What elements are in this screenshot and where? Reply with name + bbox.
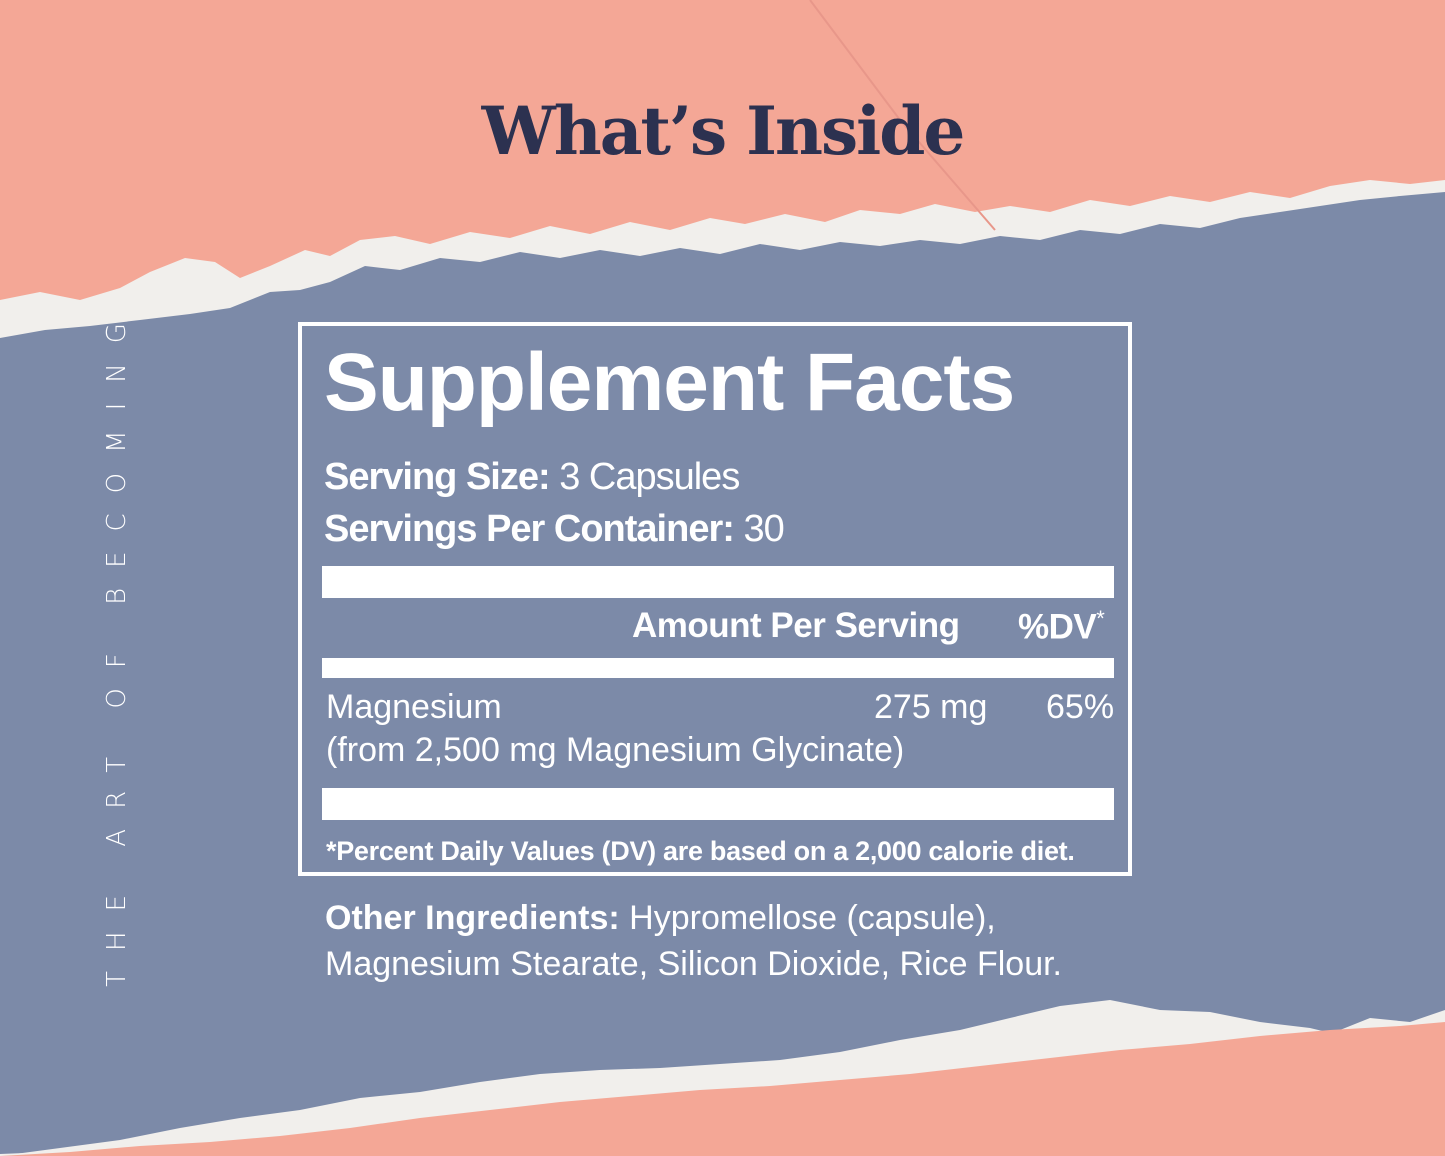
page-heading: What’s Inside bbox=[481, 92, 966, 170]
serving-size-label: Serving Size: bbox=[324, 456, 551, 498]
servings-per-container-label: Servings Per Container: bbox=[324, 508, 735, 550]
supplement-facts-panel: Supplement Facts Serving Size: 3 Capsule… bbox=[298, 322, 1132, 876]
column-dv-header: %DV* bbox=[1018, 606, 1105, 648]
other-ingredients: Other Ingredients: Hypromellose (capsule… bbox=[325, 895, 1105, 987]
divider-bar-bottom bbox=[322, 788, 1114, 820]
nutrient-amount: 275 mg bbox=[874, 688, 988, 726]
nutrient-source: (from 2,500 mg Magnesium Glycinate) bbox=[326, 731, 905, 769]
servings-per-container-line: Servings Per Container: 30 bbox=[324, 508, 785, 551]
column-dv-asterisk: * bbox=[1096, 606, 1105, 631]
divider-bar-medium bbox=[322, 658, 1114, 678]
other-ingredients-text: Hypromellose (capsule), Magnesium Steara… bbox=[325, 899, 1062, 983]
other-ingredients-label: Other Ingredients: bbox=[325, 899, 620, 937]
nutrient-dv: 65% bbox=[1046, 688, 1115, 726]
servings-per-container-value: 30 bbox=[743, 508, 784, 550]
brand-side-text: THE ART OF BECOMING bbox=[102, 303, 132, 987]
column-dv-label: %DV bbox=[1018, 607, 1097, 647]
serving-size-value: 3 Capsules bbox=[559, 456, 740, 498]
dv-footnote: *Percent Daily Values (DV) are based on … bbox=[326, 836, 1075, 866]
peach-bottom bbox=[0, 1022, 1445, 1156]
divider-bar-thick bbox=[322, 566, 1114, 598]
nutrient-name: Magnesium bbox=[326, 688, 502, 726]
serving-size-line: Serving Size: 3 Capsules bbox=[324, 456, 740, 499]
panel-title: Supplement Facts bbox=[324, 337, 1015, 428]
column-amount-header: Amount Per Serving bbox=[632, 606, 960, 645]
paper-crease bbox=[809, 0, 996, 231]
